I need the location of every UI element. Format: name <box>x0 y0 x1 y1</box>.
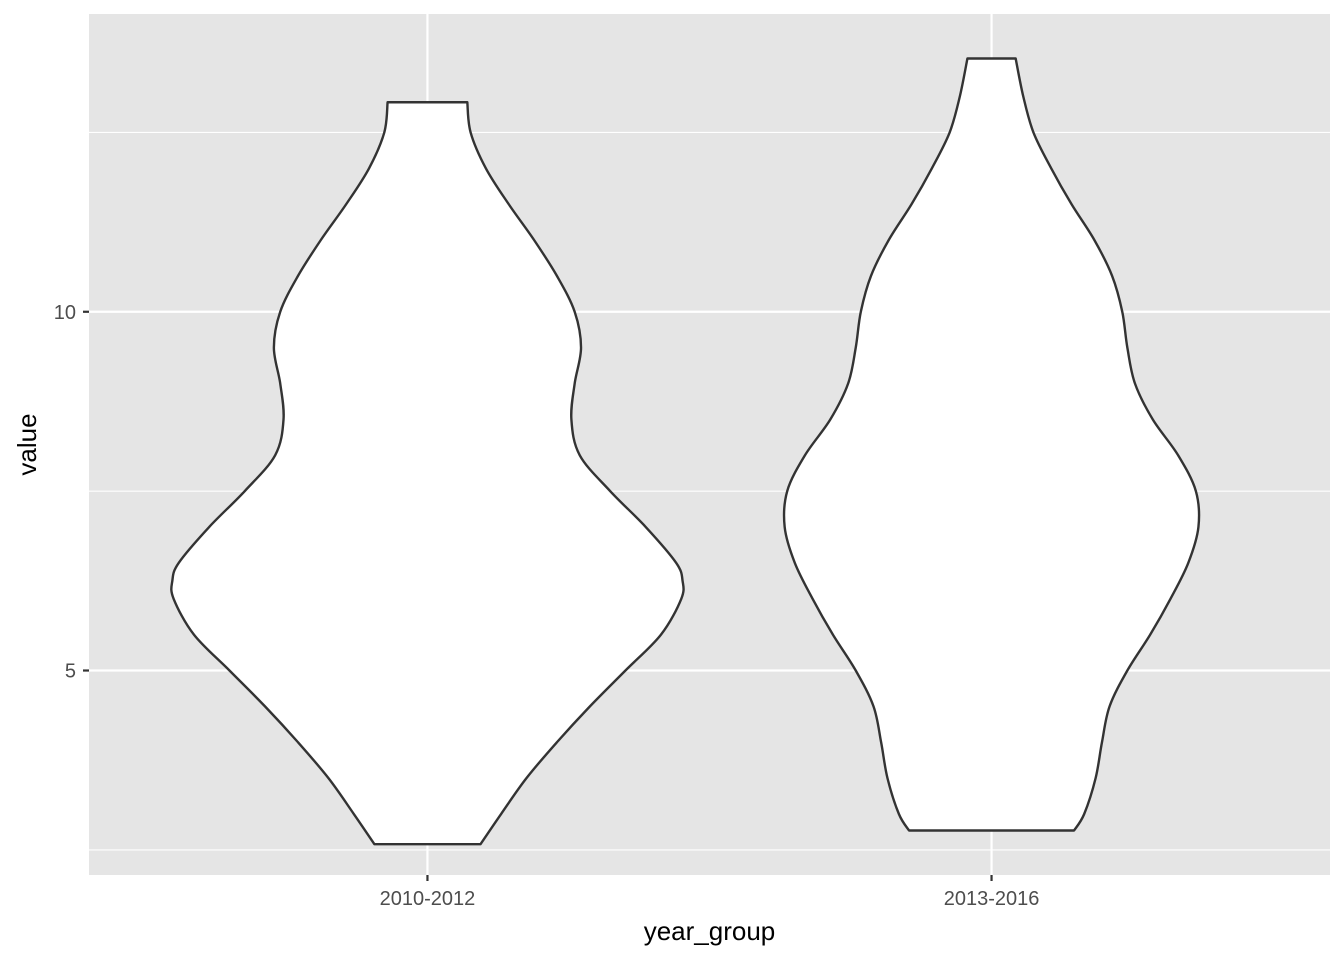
y-axis-title: value <box>12 413 42 475</box>
y-tick-label: 10 <box>54 302 76 324</box>
violins <box>170 57 1201 846</box>
violin-2010-2012 <box>170 101 685 846</box>
violin-2013-2016 <box>782 57 1201 832</box>
x-axis-title: year_group <box>644 916 776 946</box>
y-tick-label: 5 <box>65 661 76 683</box>
x-tick-label: 2010-2012 <box>380 888 476 910</box>
axes: 5 10 2010-2012 2013-2016 <box>54 302 1040 910</box>
x-tick-label: 2013-2016 <box>944 888 1040 910</box>
